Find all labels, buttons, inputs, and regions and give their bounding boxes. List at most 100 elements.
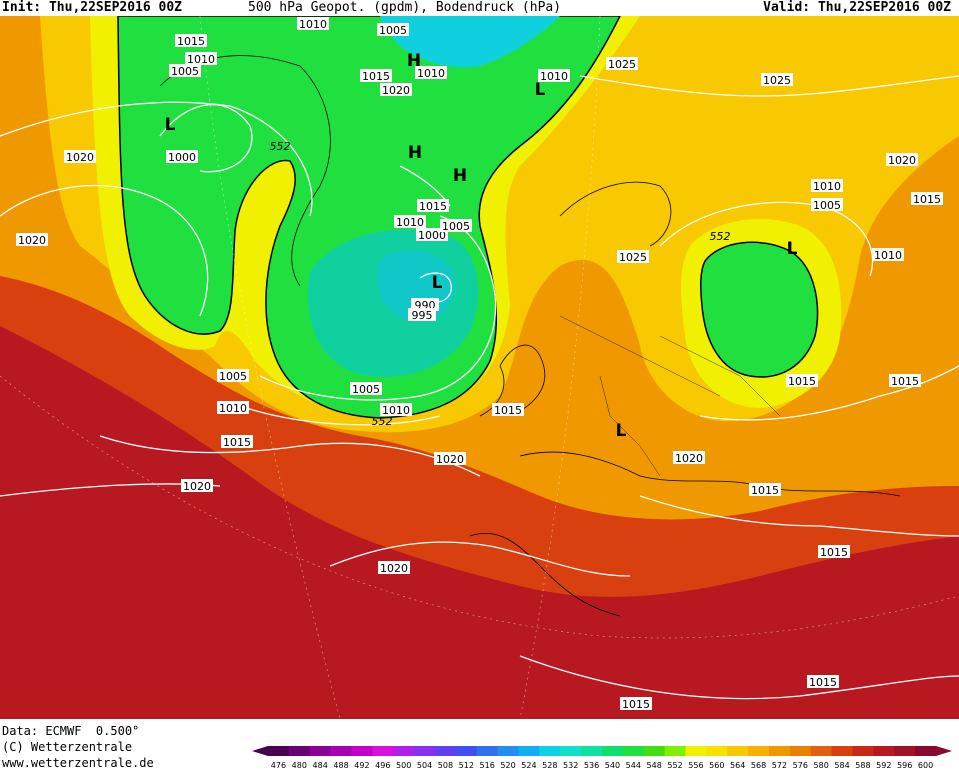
legend-swatch [393, 746, 415, 756]
svg-text:1015: 1015 [419, 200, 447, 213]
svg-text:1020: 1020 [382, 84, 410, 97]
legend-swatch [309, 746, 332, 756]
legend-swatch [706, 746, 728, 756]
pressure-label: 1010 [185, 52, 217, 66]
legend-swatch [560, 746, 582, 756]
pressure-label: 1015 [417, 199, 449, 213]
pressure-label: 1005 [377, 23, 409, 37]
legend-tick-label: 544 [626, 761, 641, 770]
svg-text:995: 995 [412, 309, 433, 322]
legend-swatch [435, 746, 457, 756]
pressure-label: 1020 [380, 83, 412, 97]
legend-tick-label: 560 [709, 761, 724, 770]
legend-arrow-right [936, 746, 952, 756]
pressure-label: 1015 [749, 483, 781, 497]
svg-text:1005: 1005 [813, 199, 841, 212]
legend-swatch [539, 746, 561, 756]
copyright: (C) Wetterzentrale [2, 740, 133, 754]
legend-tick-label: 476 [271, 761, 286, 770]
pressure-label: 1010 [217, 401, 249, 415]
pressure-label: 1020 [673, 451, 705, 465]
low-center: L [535, 80, 546, 100]
legend-tick-label: 528 [542, 761, 557, 770]
pressure-label: 1015 [175, 34, 207, 48]
svg-text:1020: 1020 [436, 453, 464, 466]
svg-text:1010: 1010 [187, 53, 215, 66]
legend-tick-label: 496 [375, 761, 390, 770]
pressure-label: 1015 [807, 675, 839, 689]
website: www.wetterzentrale.de [2, 756, 154, 770]
legend-tick-label: 540 [605, 761, 620, 770]
legend-swatch [268, 746, 290, 756]
legend-swatch [664, 746, 686, 756]
high-center: H [407, 51, 421, 71]
legend-tick-label: 564 [730, 761, 745, 770]
country-borders [559, 315, 781, 477]
chart-footer: Data: ECMWF 0.500° (C) Wetterzentrale ww… [0, 720, 959, 770]
legend-swatch [518, 746, 540, 756]
legend-tick-label: 536 [584, 761, 599, 770]
svg-text:1020: 1020 [675, 452, 703, 465]
pressure-label: 1025 [761, 73, 793, 87]
svg-text:1010: 1010 [219, 402, 247, 415]
svg-text:1020: 1020 [66, 151, 94, 164]
svg-text:1000: 1000 [168, 151, 196, 164]
legend-swatch [581, 746, 603, 756]
geopot-label: 552 [710, 230, 731, 243]
legend-tick-label: 516 [480, 761, 495, 770]
isobars [0, 75, 959, 700]
pressure-label: 1015 [492, 403, 524, 417]
svg-text:1010: 1010 [299, 18, 327, 31]
pressure-label: 1005 [350, 382, 382, 396]
legend-tick-label: 488 [333, 761, 348, 770]
svg-text:1025: 1025 [608, 58, 636, 71]
legend-swatch [894, 746, 916, 756]
legend-tick-label: 584 [834, 761, 849, 770]
legend-swatch [351, 746, 373, 756]
legend-arrow-left [252, 746, 268, 756]
svg-text:1015: 1015 [362, 70, 390, 83]
legend-tick-label: 552 [667, 761, 682, 770]
legend-swatch [476, 746, 499, 756]
legend-swatch [330, 746, 352, 756]
legend-swatch [789, 746, 812, 756]
legend-swatch [622, 746, 645, 756]
low-center: L [165, 115, 176, 135]
high-center: H [408, 143, 422, 163]
legend-tick-label: 596 [897, 761, 912, 770]
data-source: Data: ECMWF 0.500° [2, 724, 140, 738]
legend-tick-label: 592 [876, 761, 891, 770]
pressure-label: 1005 [169, 64, 201, 78]
legend-tick-label: 600 [918, 761, 933, 770]
legend-tick-label: 492 [354, 761, 369, 770]
svg-text:1010: 1010 [417, 67, 445, 80]
pressure-label: 1010 [811, 179, 843, 193]
svg-text:1005: 1005 [442, 220, 470, 233]
pressure-label: 1025 [617, 250, 649, 264]
pressure-label: 1010 [297, 17, 329, 31]
geopot-label: 552 [270, 140, 291, 153]
pressure-label: 1015 [786, 374, 818, 388]
pressure-label: 1010 [380, 403, 412, 417]
pressure-labels: 1010 1005 1015 1010 1005 1015 1010 1020 … [16, 17, 943, 711]
pressure-label: 1020 [886, 153, 918, 167]
legend-tick-label: 484 [313, 761, 328, 770]
svg-text:1015: 1015 [913, 193, 941, 206]
valid-time: Valid: Thu,22SEP2016 00Z [763, 0, 951, 15]
pressure-label: 1015 [889, 374, 921, 388]
legend-swatch [873, 746, 895, 756]
svg-text:1015: 1015 [788, 375, 816, 388]
svg-text:1010: 1010 [396, 216, 424, 229]
pressure-label: 1015 [911, 192, 943, 206]
chart-header: Init: Thu,22SEP2016 00Z 500 hPa Geopot. … [0, 0, 959, 16]
legend-tick-label: 568 [751, 761, 766, 770]
chart-title: 500 hPa Geopot. (gpdm), Bodendruck (hPa) [248, 0, 562, 15]
pressure-label: 1025 [606, 57, 638, 71]
legend-tick-label: 508 [438, 761, 453, 770]
pressure-label: 1020 [181, 479, 213, 493]
svg-text:1015: 1015 [751, 484, 779, 497]
legend-tick-label: 500 [396, 761, 411, 770]
svg-text:1020: 1020 [380, 562, 408, 575]
svg-text:1020: 1020 [18, 234, 46, 247]
